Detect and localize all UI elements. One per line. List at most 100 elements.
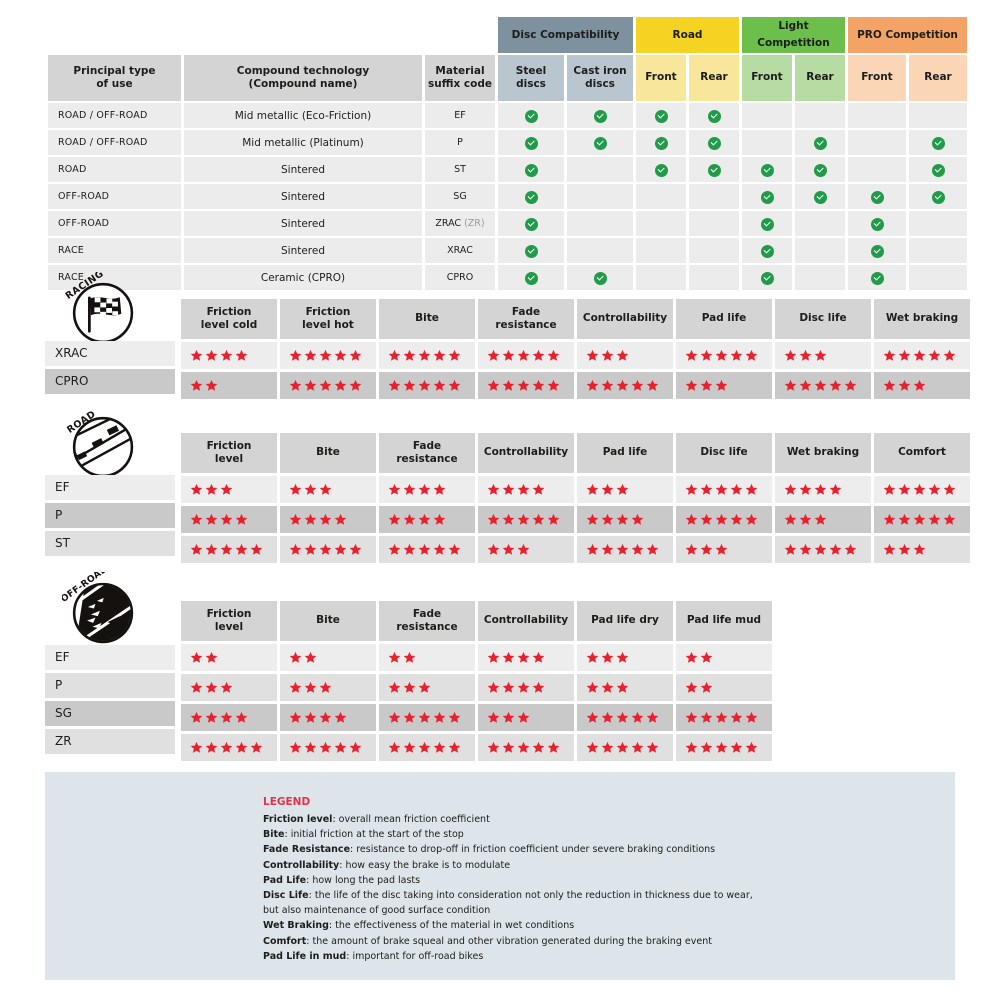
cell-compatibility [689, 238, 739, 263]
racing-ratings-table-wrapper: Friction level cold Friction level hot Bite F… [178, 296, 973, 402]
cell-compatibility [742, 211, 792, 236]
row-label: EF [45, 475, 175, 500]
cell-compatibility [498, 238, 564, 263]
star-icon [349, 379, 362, 391]
star-icon [220, 681, 233, 693]
star-icon [784, 379, 797, 391]
star-icon [289, 513, 302, 525]
star-icon [532, 349, 545, 361]
star-icon [601, 651, 614, 663]
star-icon [418, 543, 431, 555]
col-header-fade-resistance: Fade resistance [379, 601, 475, 641]
cell-tech: Mid metallic (Platinum) [184, 130, 422, 155]
star-icon [289, 681, 302, 693]
star-icon [814, 379, 827, 391]
cell-compatibility [848, 103, 906, 128]
col-header-bite: Bite [280, 601, 376, 641]
star-rating [586, 681, 672, 694]
cell-compatibility [795, 157, 845, 182]
cell-rating [181, 506, 277, 533]
col-header-pad-life-mud: Pad life mud [676, 601, 772, 641]
star-icon [517, 483, 530, 495]
star-icon [883, 513, 896, 525]
cell-tech: Sintered [184, 238, 422, 263]
compat-group-header-row: Disc Compatibility Road Light Competition P… [48, 17, 967, 53]
cell-compatibility [689, 211, 739, 236]
table-row: ROAD / OFF-ROAD Mid metallic (Eco-Frictio… [48, 103, 967, 128]
legend-term: Pad Life [263, 874, 307, 886]
star-icon [616, 379, 629, 391]
star-rating [388, 711, 474, 724]
star-icon [502, 741, 515, 753]
road-icon: ROAD [65, 409, 134, 478]
cell-rating [874, 372, 970, 399]
table-row: ROAD / OFF-ROAD Mid metallic (Platinum) P [48, 130, 967, 155]
star-icon [631, 711, 644, 723]
legend-entry: Friction level: overall mean friction co… [263, 812, 753, 827]
cell-rating [181, 342, 277, 369]
col-header-friction-level: Friction level [181, 433, 277, 473]
cell-rating [874, 536, 970, 563]
star-icon [418, 741, 431, 753]
star-rating [586, 711, 672, 724]
check-icon [707, 164, 721, 177]
star-icon [517, 681, 530, 693]
offroad-ratings-table: Friction level Bite Fade resistance Controlla… [178, 598, 775, 764]
star-icon [250, 741, 263, 753]
star-rating [685, 681, 771, 694]
cell-compatibility [795, 130, 845, 155]
legend-entry: but also maintenance of good surface con… [263, 903, 753, 918]
row-label: XRAC [45, 341, 175, 366]
star-icon [388, 741, 401, 753]
star-icon [502, 483, 515, 495]
star-rating [586, 483, 672, 496]
star-icon [205, 681, 218, 693]
star-icon [487, 483, 500, 495]
star-icon [304, 681, 317, 693]
star-icon [928, 349, 941, 361]
star-icon [784, 543, 797, 555]
check-icon [813, 137, 827, 150]
star-icon [220, 741, 233, 753]
col-header-comfort: Comfort [874, 433, 970, 473]
star-icon [319, 379, 332, 391]
star-rating [388, 741, 474, 754]
offroad-ratings-table-wrapper: Friction level Bite Fade resistance Controlla… [178, 598, 775, 764]
star-icon [289, 379, 302, 391]
cell-compatibility [909, 157, 967, 182]
cell-use: ROAD / OFF-ROAD [48, 103, 181, 128]
star-icon [517, 651, 530, 663]
star-rating [289, 651, 375, 664]
star-rating [685, 483, 771, 496]
star-rating [289, 681, 375, 694]
cell-rating [775, 536, 871, 563]
star-icon [289, 349, 302, 361]
star-icon [334, 711, 347, 723]
star-icon [616, 483, 629, 495]
star-icon [532, 651, 545, 663]
legend-entry: Bite: initial friction at the start of t… [263, 827, 753, 842]
star-rating [883, 543, 969, 556]
star-icon [235, 543, 248, 555]
star-icon [685, 681, 698, 693]
star-icon [304, 711, 317, 723]
star-rating [190, 513, 276, 526]
star-icon [586, 349, 599, 361]
cell-rating [379, 644, 475, 671]
cell-rating [478, 372, 574, 399]
star-icon [532, 681, 545, 693]
star-icon [388, 349, 401, 361]
cell-rating [775, 372, 871, 399]
star-rating [685, 379, 771, 392]
check-icon [524, 272, 538, 285]
star-rating [685, 513, 771, 526]
legend-text: : the amount of brake squeal and other v… [306, 935, 712, 947]
row-label: ST [45, 531, 175, 556]
legend-text: but also maintenance of good surface con… [263, 905, 491, 917]
star-rating [883, 513, 969, 526]
star-icon [616, 513, 629, 525]
col-header-bite: Bite [379, 299, 475, 339]
star-rating [190, 741, 276, 754]
star-icon [715, 349, 728, 361]
col-header-code: Material suffix code [425, 55, 495, 101]
